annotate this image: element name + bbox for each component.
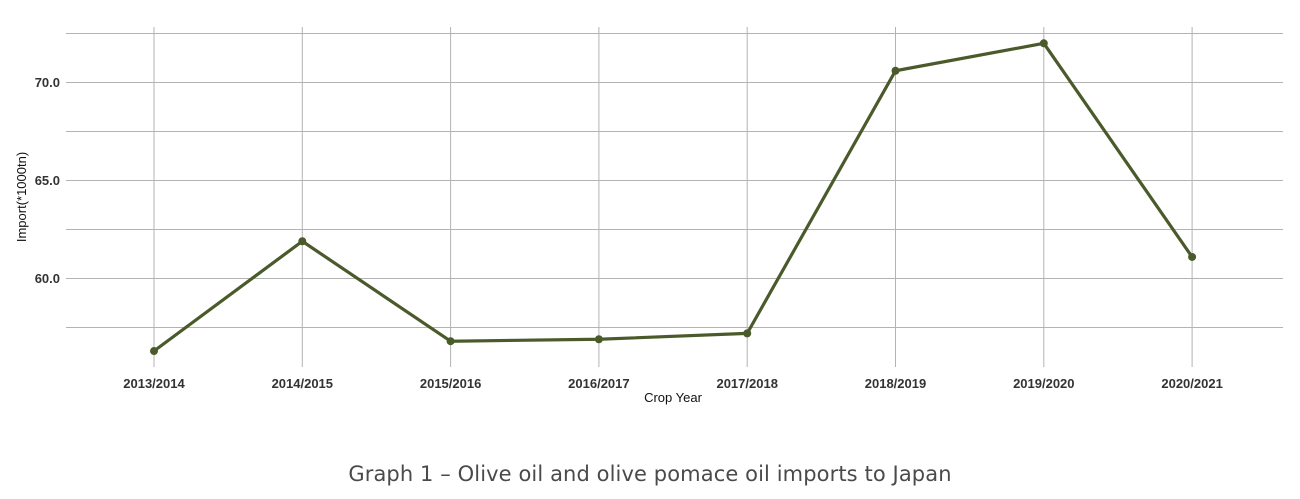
- x-tick-label: 2019/2020: [1013, 376, 1074, 391]
- figure-caption: Graph 1 – Olive oil and olive pomace oil…: [348, 462, 952, 486]
- data-point: [446, 337, 455, 346]
- x-tick-labels: 2013/2014 2014/2015 2015/2016 2016/2017 2017…: [123, 376, 1223, 391]
- series-group: [150, 39, 1197, 356]
- y-tick-label: 70.0: [35, 75, 60, 90]
- data-point: [891, 66, 900, 75]
- data-point: [298, 237, 307, 246]
- x-axis-title: Crop Year: [644, 390, 702, 405]
- x-tick-label: 2016/2017: [568, 376, 629, 391]
- y-tick-label: 60.0: [35, 271, 60, 286]
- grid: [66, 27, 1283, 367]
- x-tick-label: 2020/2021: [1161, 376, 1222, 391]
- data-point: [1188, 252, 1197, 261]
- data-point: [594, 335, 603, 344]
- x-tick-label: 2014/2015: [272, 376, 333, 391]
- x-tick-label: 2013/2014: [123, 376, 185, 391]
- x-tick-label: 2018/2019: [865, 376, 926, 391]
- y-tick-labels: 60.0 65.0 70.0: [35, 75, 60, 286]
- x-tick-label: 2017/2018: [716, 376, 777, 391]
- x-tick-label: 2015/2016: [420, 376, 481, 391]
- data-point: [1039, 39, 1048, 48]
- series-line: [152, 41, 1194, 353]
- data-point: [150, 347, 158, 356]
- y-tick-label: 65.0: [35, 173, 60, 188]
- y-axis-title: Import(*1000tn): [14, 152, 29, 242]
- line-chart: 60.0 65.0 70.0 2013/2014 2014/2015 2015/2016…: [14, 27, 1283, 405]
- data-point: [743, 329, 752, 338]
